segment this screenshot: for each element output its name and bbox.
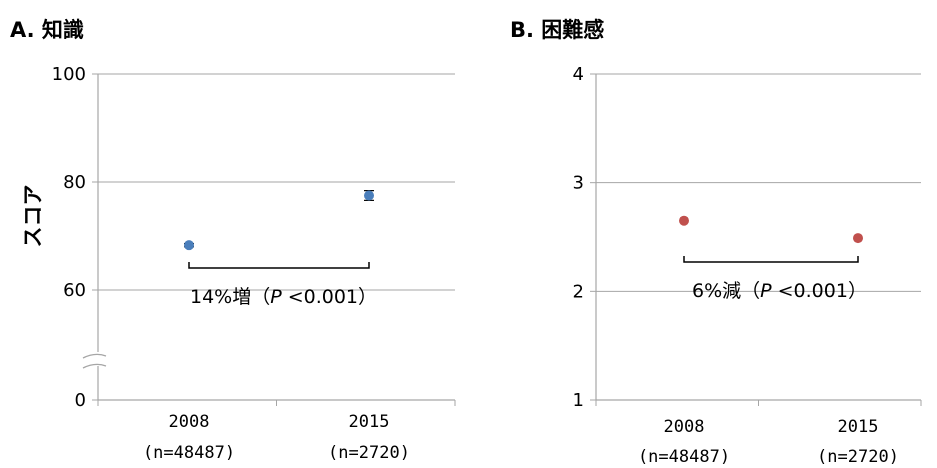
chart-b-marks [679, 215, 863, 244]
significance-bracket [683, 256, 859, 263]
annotation-prefix: 14%増（ [190, 286, 270, 308]
x-category-sublabel: (n=2720) [817, 447, 899, 467]
y-tick-label: 60 [63, 280, 86, 301]
chart-b-x-labels: 2008 (n=48487) 2015 (n=2720) [638, 417, 899, 467]
chart-b-y-ticks: 1 2 3 4 [573, 64, 596, 411]
y-tick-label: 4 [573, 64, 584, 85]
x-category-label: 2008 [169, 412, 210, 432]
chart-a-y-ticks: 0 60 80 100 [52, 64, 98, 411]
annotation-suffix: <0.001） [288, 286, 377, 308]
annotation-prefix: 6%減（ [692, 280, 760, 302]
chart-a-axes [82, 74, 456, 406]
chart-a-title: A. 知識 [10, 18, 84, 42]
chart-b-title: B. 困難感 [510, 18, 604, 42]
axis-break-line [82, 353, 107, 359]
chart-a-annotation: 14%増（P <0.001） [188, 262, 377, 308]
data-point [679, 215, 689, 226]
chart-b-axes [595, 74, 922, 406]
x-category-sublabel: (n=2720) [328, 443, 410, 463]
chart-a-gridlines [98, 73, 455, 291]
chart-a-x-labels: 2008 (n=48487) 2015 (n=2720) [143, 412, 410, 463]
y-tick-label: 80 [63, 172, 86, 193]
y-tick-label: 100 [52, 64, 86, 85]
chart-a: A. 知識 スコア 0 60 80 100 2008 (n=48487) 2015 (n=2… [10, 18, 456, 463]
annotation-p: P [270, 286, 282, 308]
annotation-text: 6%減（P <0.001） [692, 280, 867, 302]
axis-break-line [82, 363, 107, 369]
chart-a-ylabel: スコア [21, 185, 45, 248]
y-tick-label: 0 [75, 390, 86, 411]
x-category-label: 2015 [838, 417, 879, 437]
x-category-label: 2008 [664, 417, 705, 437]
x-category-sublabel: (n=48487) [143, 443, 235, 463]
data-point [364, 190, 374, 201]
annotation-text: 14%増（P <0.001） [190, 286, 377, 308]
chart-b-annotation: 6%減（P <0.001） [683, 256, 867, 302]
x-category-label: 2015 [349, 412, 390, 432]
annotation-suffix: <0.001） [778, 280, 867, 302]
significance-bracket [188, 262, 370, 269]
y-tick-label: 2 [573, 281, 584, 302]
annotation-p: P [760, 280, 772, 302]
data-point [184, 240, 194, 251]
y-tick-label: 3 [573, 173, 584, 194]
chart-b: B. 困難感 1 2 3 4 2008 (n=48487) 2015 (n=2720) 6%… [510, 18, 922, 467]
chart-a-marks [184, 190, 374, 251]
y-tick-label: 1 [573, 390, 584, 411]
chart-b-gridlines [596, 73, 921, 292]
data-point [853, 233, 863, 244]
x-category-sublabel: (n=48487) [638, 447, 730, 467]
